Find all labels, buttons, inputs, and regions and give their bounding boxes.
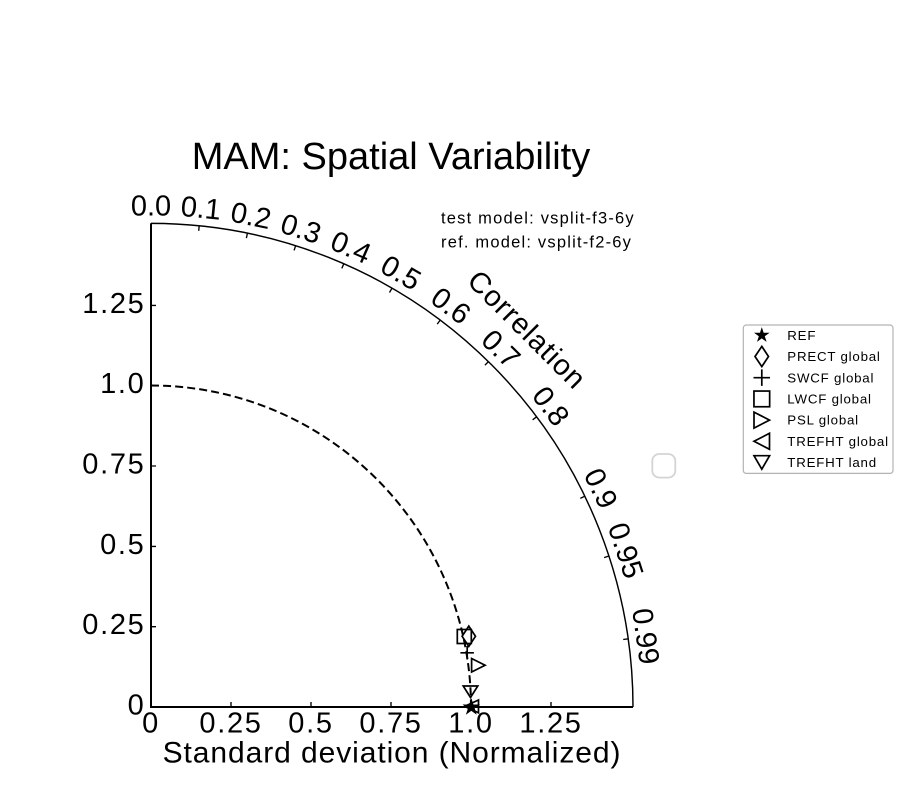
svg-text:1.0: 1.0 (448, 708, 493, 740)
svg-text:0.2: 0.2 (228, 197, 274, 236)
svg-text:Standard deviation (Normalized: Standard deviation (Normalized) (163, 737, 622, 770)
svg-text:TREFHT land: TREFHT land (787, 455, 877, 470)
svg-text:0: 0 (142, 708, 160, 740)
svg-text:0.5: 0.5 (100, 529, 145, 561)
svg-text:0.25: 0.25 (82, 609, 145, 641)
svg-text:LWCF global: LWCF global (787, 392, 871, 407)
svg-text:ref. model: vsplit-f2-6y: ref. model: vsplit-f2-6y (441, 233, 632, 251)
svg-text:PRECT global: PRECT global (787, 349, 880, 364)
svg-text:PSL global: PSL global (787, 413, 859, 428)
svg-text:0.25: 0.25 (199, 708, 262, 740)
svg-text:1.25: 1.25 (519, 708, 582, 740)
svg-text:1.25: 1.25 (82, 288, 145, 320)
svg-text:0.75: 0.75 (82, 449, 145, 481)
svg-text:MAM: Spatial Variability: MAM: Spatial Variability (192, 136, 590, 178)
svg-text:0.1: 0.1 (179, 191, 222, 227)
svg-text:0.99: 0.99 (625, 606, 665, 666)
svg-text:SWCF global: SWCF global (787, 370, 874, 385)
svg-text:REF: REF (787, 328, 816, 343)
svg-text:TREFHT global: TREFHT global (787, 434, 889, 449)
svg-text:0.0: 0.0 (131, 190, 171, 222)
svg-text:test model: vsplit-f3-6y: test model: vsplit-f3-6y (441, 210, 635, 228)
svg-text:0.5: 0.5 (288, 708, 333, 740)
svg-text:1.0: 1.0 (100, 368, 145, 400)
svg-text:0.75: 0.75 (359, 708, 422, 740)
svg-text:0: 0 (128, 690, 146, 722)
